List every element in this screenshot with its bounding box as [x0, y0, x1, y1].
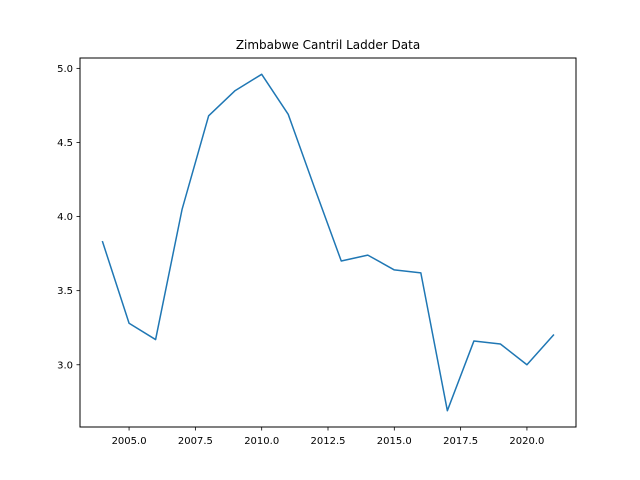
x-axis: 2005.0 2007.5 2010.0 2012.5 2015.0 2017.5 2020… [112, 427, 544, 447]
x-tick-label: 2020.0 [509, 436, 544, 447]
y-axis: 3.0 3.5 4.0 4.5 5.0 [57, 64, 80, 371]
x-tick-label: 2005.0 [112, 436, 147, 447]
plot-area-frame [79, 57, 577, 428]
x-tick-label: 2010.0 [244, 436, 279, 447]
y-tick-label: 3.5 [57, 286, 73, 297]
y-tick-label: 4.5 [57, 138, 73, 149]
chart-title: Zimbabwe Cantril Ladder Data [236, 38, 420, 52]
x-tick-label: 2007.5 [178, 436, 213, 447]
y-tick-label: 3.0 [57, 360, 73, 371]
y-tick-label: 5.0 [57, 64, 73, 75]
y-tick-label: 4.0 [57, 212, 73, 223]
series-layer [101, 73, 555, 412]
x-tick-label: 2015.0 [377, 436, 412, 447]
series-line [101, 73, 555, 412]
x-tick-label: 2017.5 [443, 436, 478, 447]
x-tick-label: 2012.5 [311, 436, 346, 447]
